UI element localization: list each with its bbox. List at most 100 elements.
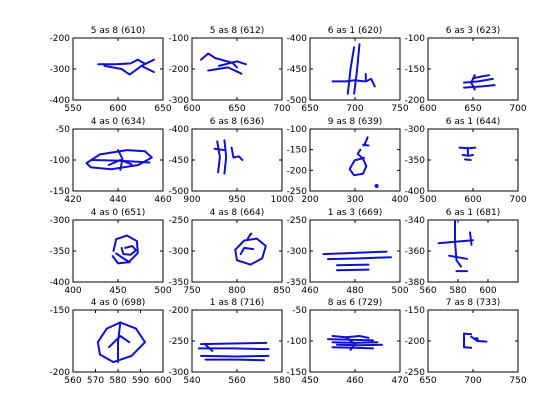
pen-stroke bbox=[103, 58, 155, 76]
pen-stroke bbox=[322, 250, 388, 256]
axes-frame bbox=[427, 37, 519, 101]
pen-stroke bbox=[140, 64, 155, 74]
y-tick-label: -150 bbox=[405, 65, 426, 75]
pen-stroke bbox=[204, 343, 214, 352]
y-tick-label: -250 bbox=[169, 337, 190, 347]
x-tick-label: 750 bbox=[183, 286, 200, 296]
subplot-title: 5 as 8 (612) bbox=[210, 26, 264, 36]
pen-stroke bbox=[216, 140, 221, 174]
pen-stroke bbox=[466, 146, 470, 156]
pen-stroke bbox=[204, 358, 265, 362]
x-tick-label: 460 bbox=[154, 195, 171, 205]
pen-stroke bbox=[353, 43, 361, 95]
x-tick-label: 650 bbox=[419, 376, 436, 386]
pen-stroke bbox=[85, 149, 153, 171]
pen-stroke bbox=[207, 66, 243, 75]
pen-stroke bbox=[108, 159, 133, 166]
y-tick-label: -400 bbox=[169, 125, 190, 135]
pen-stroke bbox=[96, 321, 146, 364]
axes-frame bbox=[191, 219, 283, 283]
x-tick-label: 600 bbox=[419, 104, 436, 114]
x-tick-label: 580 bbox=[449, 286, 466, 296]
axes-frame bbox=[309, 309, 401, 373]
x-tick-label: 580 bbox=[273, 376, 290, 386]
x-tick-label: 500 bbox=[154, 286, 171, 296]
pen-stroke bbox=[454, 220, 462, 268]
y-tick-label: -350 bbox=[169, 278, 190, 288]
pen-stroke bbox=[336, 263, 370, 267]
x-tick-label: 570 bbox=[87, 376, 104, 386]
y-tick-label: -150 bbox=[405, 306, 426, 316]
subplot: 4 as 8 (664) 750 800 850 -350 -300 -250 bbox=[169, 208, 291, 296]
x-tick-label: 700 bbox=[509, 195, 526, 205]
x-tick-label: 600 bbox=[464, 195, 481, 205]
x-tick-label: 800 bbox=[228, 286, 245, 296]
y-tick-label: -200 bbox=[169, 306, 190, 316]
y-tick-label: -450 bbox=[287, 65, 308, 75]
pen-stroke bbox=[469, 231, 473, 246]
y-tick-label: -250 bbox=[287, 216, 308, 226]
y-tick-label: -350 bbox=[50, 247, 71, 257]
pen-stroke bbox=[120, 245, 137, 256]
x-tick-label: 450 bbox=[301, 376, 318, 386]
pen-stroke bbox=[463, 77, 494, 84]
axes-frame bbox=[191, 309, 283, 373]
pen-stroke bbox=[200, 52, 238, 69]
pen-stroke bbox=[108, 335, 131, 349]
pen-stroke bbox=[230, 146, 244, 161]
x-tick-label: 650 bbox=[301, 104, 318, 114]
y-tick-label: -350 bbox=[287, 278, 308, 288]
y-tick-label: -300 bbox=[169, 96, 190, 106]
x-tick-label: 420 bbox=[64, 195, 81, 205]
subplot: 7 as 8 (733) 650 700 750 -250 -200 -150 bbox=[405, 298, 527, 386]
y-tick-label: -50 bbox=[292, 306, 307, 316]
pen-stroke bbox=[115, 252, 131, 264]
subplot-title: 1 as 8 (716) bbox=[210, 298, 264, 308]
y-tick-label: -150 bbox=[50, 187, 71, 197]
y-tick-label: -200 bbox=[50, 34, 71, 44]
subplot: 4 as 0 (698) 560 570 580 590 600 -200 -150 bbox=[50, 298, 172, 386]
y-tick-label: -360 bbox=[405, 247, 426, 257]
y-tick-label: -100 bbox=[287, 125, 308, 135]
x-tick-label: 1000 bbox=[271, 195, 294, 205]
pen-stroke bbox=[97, 58, 146, 66]
pen-stroke bbox=[117, 321, 122, 364]
pen-dot bbox=[474, 337, 479, 342]
y-tick-label: -300 bbox=[287, 247, 308, 257]
pen-stroke bbox=[463, 332, 473, 349]
subplot-title: 6 as 1 (644) bbox=[446, 117, 500, 127]
pen-stroke bbox=[200, 341, 268, 346]
subplot: 6 as 1 (644) 500 600 700 -400 -350 -300 bbox=[405, 117, 527, 205]
x-tick-label: 700 bbox=[509, 104, 526, 114]
pen-stroke bbox=[117, 149, 124, 171]
subplot: 5 as 8 (612) 600 650 700 -300 -200 -100 bbox=[169, 26, 291, 114]
subplot: 5 as 8 (610) 550 600 650 -400 -300 -200 bbox=[50, 26, 172, 114]
subplot-title: 7 as 8 (733) bbox=[446, 298, 500, 308]
x-tick-label: 500 bbox=[419, 195, 436, 205]
subplot: 4 as 0 (634) 420 440 460 -150 -100 -50 bbox=[50, 117, 172, 205]
x-tick-label: 600 bbox=[154, 376, 171, 386]
pen-stroke bbox=[331, 341, 379, 344]
x-tick-label: 480 bbox=[346, 286, 363, 296]
x-tick-label: 500 bbox=[391, 286, 408, 296]
x-tick-label: 750 bbox=[509, 376, 526, 386]
x-tick-label: 950 bbox=[228, 195, 245, 205]
x-tick-label: 590 bbox=[132, 376, 149, 386]
pen-stroke bbox=[470, 335, 488, 343]
subplot: 6 as 8 (636) 900 950 1000 -500 -450 -400 bbox=[169, 117, 294, 205]
pen-stroke bbox=[239, 246, 255, 256]
pen-stroke bbox=[223, 139, 228, 175]
y-tick-label: -400 bbox=[405, 187, 426, 197]
x-tick-label: 460 bbox=[301, 286, 318, 296]
subplot: 6 as 1 (681) 560 580 600 -380 -360 -340 bbox=[405, 208, 519, 296]
subplot: 9 as 8 (639) 200 300 400 -250 -200 -150 -100 bbox=[287, 117, 409, 205]
pen-stroke bbox=[327, 256, 392, 261]
y-tick-label: -450 bbox=[169, 156, 190, 166]
y-tick-label: -200 bbox=[50, 368, 71, 378]
x-tick-label: 460 bbox=[346, 376, 363, 386]
y-tick-label: -250 bbox=[169, 216, 190, 226]
x-tick-label: 650 bbox=[464, 104, 481, 114]
subplot-title: 4 as 0 (698) bbox=[91, 298, 145, 308]
x-tick-label: 700 bbox=[273, 104, 290, 114]
pen-stroke bbox=[348, 148, 368, 177]
